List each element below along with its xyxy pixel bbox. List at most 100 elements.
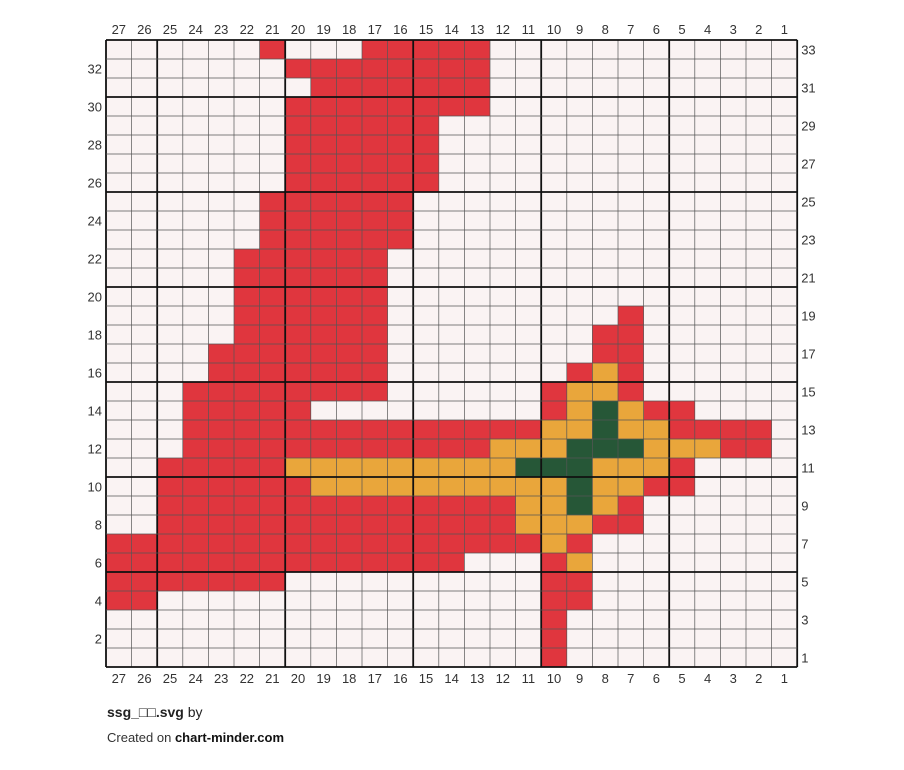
stitch-cell-r15-c21 [259,382,286,401]
stitch-cell-r30-c15 [413,97,439,116]
stitch-cell-r9-c15 [413,496,439,515]
column-number-top: 10 [547,22,561,37]
stitch-cell-r20-c21 [259,287,286,306]
stitch-cell-r9-c11 [515,496,542,515]
stitch-cell-r5-c24 [182,572,209,591]
stitch-cell-r27-c20 [285,154,311,173]
column-number-bottom: 19 [316,671,330,686]
row-number-left: 4 [95,594,102,609]
stitch-cell-r28-c19 [310,135,337,154]
stitch-cell-r13-c20 [285,420,311,439]
stitch-cell-r20-c22 [234,287,260,306]
row-number-right: 5 [801,575,808,590]
stitch-cell-r18-c7 [618,325,644,344]
stitch-cell-r30-c20 [285,97,311,116]
stitch-cell-r4-c10 [541,591,567,610]
stitch-cell-r11-c22 [234,458,260,477]
stitch-cell-r7-c20 [285,534,311,553]
column-number-bottom: 14 [444,671,458,686]
stitch-cell-r10-c17 [362,477,388,496]
stitch-cell-r10-c15 [413,477,439,496]
row-number-left: 6 [95,556,102,571]
stitch-cell-r20-c19 [310,287,337,306]
stitch-cell-r8-c20 [285,515,311,534]
stitch-cell-r11-c6 [643,458,670,477]
stitch-cell-r5-c9 [566,572,593,591]
stitch-cell-r12-c5 [669,439,695,458]
stitch-cell-r6-c23 [208,553,234,572]
row-number-left: 28 [88,138,102,153]
stitch-cell-r8-c18 [336,515,362,534]
stitch-cell-r29-c18 [336,116,362,135]
stitch-cell-r25-c18 [336,192,362,211]
stitch-cell-r13-c17 [362,420,388,439]
stitch-cell-r5-c10 [541,572,567,591]
column-number-top: 18 [342,22,356,37]
footer-created-on: Created on [107,730,172,745]
column-number-bottom: 16 [393,671,407,686]
stitch-cell-r10-c21 [259,477,286,496]
stitch-cell-r7-c25 [157,534,183,553]
stitch-cell-r6-c20 [285,553,311,572]
stitch-cell-r11-c9 [566,458,593,477]
stitch-cell-r17-c19 [310,344,337,363]
stitch-cell-r13-c3 [720,420,746,439]
stitch-cell-r24-c19 [310,211,337,230]
column-number-bottom: 26 [137,671,151,686]
stitch-cell-r23-c18 [336,230,362,249]
stitch-cell-r12-c16 [387,439,414,458]
stitch-cell-r9-c8 [592,496,618,515]
column-number-top: 12 [496,22,510,37]
row-number-left: 30 [88,100,102,115]
stitch-cell-r10-c10 [541,477,567,496]
stitch-cell-r15-c24 [182,382,209,401]
stitch-cell-r23-c20 [285,230,311,249]
stitch-cell-r22-c21 [259,249,286,268]
column-number-top: 23 [214,22,228,37]
row-number-left: 16 [88,366,102,381]
stitch-cell-r10-c12 [490,477,516,496]
stitch-cell-r13-c5 [669,420,695,439]
stitch-cell-r23-c17 [362,230,388,249]
column-number-bottom: 25 [163,671,177,686]
column-number-bottom: 4 [704,671,711,686]
stitch-cell-r15-c19 [310,382,337,401]
stitch-cell-r12-c6 [643,439,670,458]
stitch-cell-r11-c20 [285,458,311,477]
row-number-right: 9 [801,499,808,514]
column-number-top: 3 [730,22,737,37]
stitch-cell-r29-c17 [362,116,388,135]
stitch-cell-r11-c21 [259,458,286,477]
stitch-cell-r7-c11 [515,534,542,553]
column-number-top: 9 [576,22,583,37]
stitch-cell-r12-c18 [336,439,362,458]
stitch-cell-r9-c14 [438,496,465,515]
row-number-left: 24 [88,214,102,229]
footer-title-line: ssg_□□.svg by [107,704,284,724]
stitch-cell-r13-c7 [618,420,644,439]
stitch-cell-r10-c6 [643,477,670,496]
row-number-right: 27 [801,157,815,172]
footer-credit-line: Created on chart-minder.com [107,730,284,745]
stitch-cell-r30-c19 [310,97,337,116]
stitch-cell-r22-c22 [234,249,260,268]
column-number-bottom: 15 [419,671,433,686]
stitch-cell-r7-c17 [362,534,388,553]
stitch-cell-r15-c8 [592,382,618,401]
column-number-top: 26 [137,22,151,37]
column-number-top: 24 [188,22,202,37]
stitch-cell-r7-c22 [234,534,260,553]
footer-site-link[interactable]: chart-minder.com [174,730,285,745]
stitch-cell-r6-c25 [157,553,183,572]
stitch-cell-r17-c22 [234,344,260,363]
stitch-cell-r13-c8 [592,420,618,439]
stitch-cell-r20-c18 [336,287,362,306]
stitch-cell-r10-c7 [618,477,644,496]
stitch-cell-r14-c8 [592,401,618,420]
stitch-cell-r10-c9 [566,477,593,496]
stitch-cell-r16-c22 [234,363,260,382]
stitch-cell-r30-c13 [464,97,490,116]
stitch-cell-r9-c7 [618,496,644,515]
column-number-bottom: 1 [781,671,788,686]
stitch-cell-r26-c18 [336,173,362,192]
